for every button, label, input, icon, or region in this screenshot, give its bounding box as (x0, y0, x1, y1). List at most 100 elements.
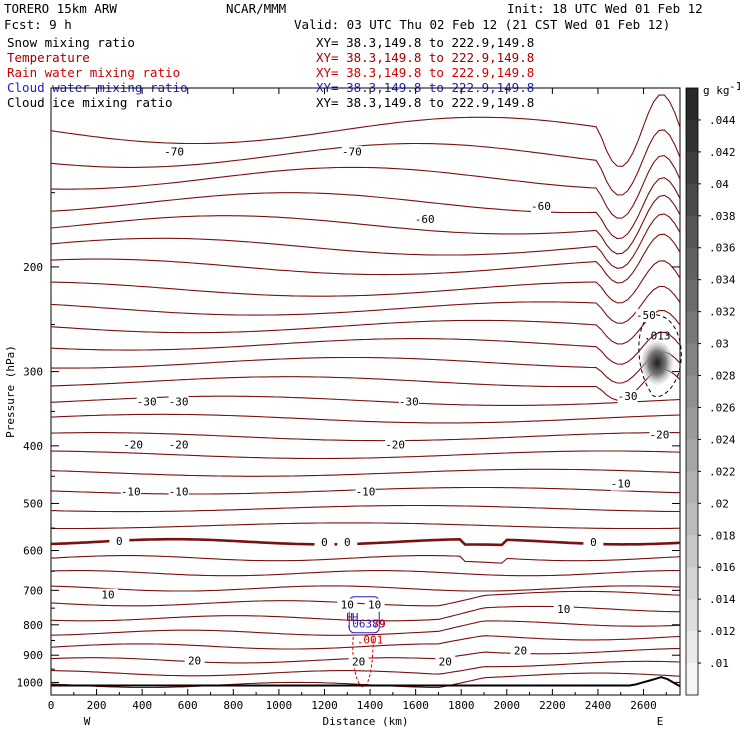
label-bg (510, 644, 531, 658)
colorbar-tick-label: .03 (709, 338, 729, 351)
label-bg (617, 390, 638, 404)
temperature-label: 10 (101, 589, 114, 602)
temperature-label: -60 (531, 200, 551, 213)
colorbar-segment (686, 375, 698, 408)
y-tick-label: 400 (23, 440, 43, 453)
label-bg (168, 395, 189, 409)
isotherm-line (50, 94, 681, 167)
isotherm-line (50, 260, 681, 304)
legend-field-xy: XY= 38.3,149.8 to 222.9,149.8 (316, 50, 534, 65)
colorbar-tick-label: .022 (709, 465, 736, 478)
label-bg (337, 598, 358, 612)
temperature-label: -70 (342, 146, 362, 159)
label-bg (109, 534, 130, 548)
colorbar-tick-label: .038 (709, 210, 736, 223)
label-bg (355, 485, 376, 499)
colorbar-segment (686, 663, 698, 696)
plot-frame (50, 87, 681, 696)
label-bg (314, 535, 335, 549)
init-time: Init: 18 UTC Wed 01 Feb 12 (507, 1, 703, 16)
temperature-label: 0 (590, 536, 597, 549)
colorbar-segment (686, 88, 698, 121)
label-bg (649, 428, 670, 442)
model-title: TORERO 15km ARW (4, 1, 117, 16)
temperature-label: -10 (611, 478, 631, 491)
colorbar-tick-label: .016 (709, 561, 736, 574)
y-tick-label: 600 (23, 545, 43, 558)
temperature-label: -20 (650, 429, 670, 442)
label-bg (341, 145, 362, 159)
snow-contour-dashed (638, 314, 682, 398)
y-tick-label: 200 (23, 261, 43, 274)
contour-labels: -70 -70 -60 -60 -50 -30 -30 -30 -30 -20 -20 -20 -20 -… (97, 145, 670, 669)
cloud-water-label: 79 (373, 617, 386, 630)
isotherm-line (50, 233, 681, 284)
isotherm-line (50, 310, 681, 345)
label-bg (168, 438, 189, 452)
colorbar-tick-label: .044 (709, 114, 736, 127)
colorbar-tick-label: .018 (709, 529, 736, 542)
label-bg (184, 654, 205, 668)
colorbar-tick-label: .014 (709, 593, 736, 606)
colorbar-segment (686, 503, 698, 536)
temperature-label: -50 (636, 309, 656, 322)
colorbar-segment (686, 439, 698, 472)
isotherm-line (50, 570, 680, 577)
x-tick-label: 2000 (494, 699, 521, 712)
forecast-hour: Fcst: 9 h (4, 17, 72, 32)
colorbar-tick-label: .032 (709, 306, 736, 319)
colorbar-tick-label: .024 (709, 433, 736, 446)
field-legend: Snow mixing ratio XY= 38.3,149.8 to 222.9… (7, 35, 534, 110)
isotherm-line (50, 331, 681, 365)
colorbar-segment (686, 631, 698, 664)
colorbar-tick-label: .02 (709, 497, 729, 510)
label-bg (610, 477, 631, 491)
label-bg (123, 438, 144, 452)
label-bg (435, 655, 456, 669)
x-tick-label: 0 (48, 699, 55, 712)
colorbar-segment (686, 183, 698, 217)
temperature-label: 10 (341, 599, 354, 612)
label-bg (414, 212, 435, 226)
cloud-water-label: H (352, 611, 359, 624)
label-bg (168, 485, 189, 499)
isotherm-line (50, 555, 681, 564)
cloud-water-label: .06389 (346, 617, 386, 630)
y-axis-label: Pressure (hPa) (4, 345, 17, 438)
legend-field-xy: XY= 38.3,149.8 to 222.9,149.8 (316, 35, 534, 50)
y-tick-label: 900 (23, 649, 43, 662)
organization-label: NCAR/MMM (226, 1, 286, 16)
temperature-contours (50, 94, 681, 689)
temperature-label: -20 (123, 439, 143, 452)
isotherm-line (50, 194, 681, 255)
label-bg (164, 145, 185, 159)
label-bg (398, 395, 419, 409)
isotherm-line (51, 450, 681, 460)
colorbar-tick-label: .04 (709, 178, 729, 191)
colorbar-segment (686, 407, 698, 440)
label-bg (583, 535, 604, 549)
x-tick-label: 200 (87, 699, 107, 712)
x-tick-label: 400 (132, 699, 152, 712)
label-bg (97, 588, 118, 602)
temperature-label: -10 (121, 485, 141, 498)
legend-field-xy: XY= 38.3,149.8 to 222.9,149.8 (316, 65, 534, 80)
temperature-label: -10 (169, 485, 189, 498)
label-bg (385, 438, 406, 452)
colorbar-unit: g kg (703, 84, 730, 97)
temperature-label: -20 (385, 439, 405, 452)
temperature-label: 20 (352, 655, 365, 668)
temperature-label: -60 (415, 213, 435, 226)
colorbar-unit-exponent: -1 (729, 80, 740, 93)
label-bg (364, 598, 385, 612)
temperature-label: 0 (344, 536, 351, 549)
temperature-label: 10 (368, 599, 381, 612)
colorbar-segment (686, 279, 698, 313)
colorbar-segment (686, 215, 698, 249)
temperature-label: 20 (439, 655, 452, 668)
temperature-label: -30 (618, 390, 638, 403)
axes: 0 200 400 600 800 1000 1200 1400 1600 1800 2000 220… (4, 88, 680, 728)
label-bg (553, 603, 574, 617)
isotherm-line (50, 660, 681, 677)
